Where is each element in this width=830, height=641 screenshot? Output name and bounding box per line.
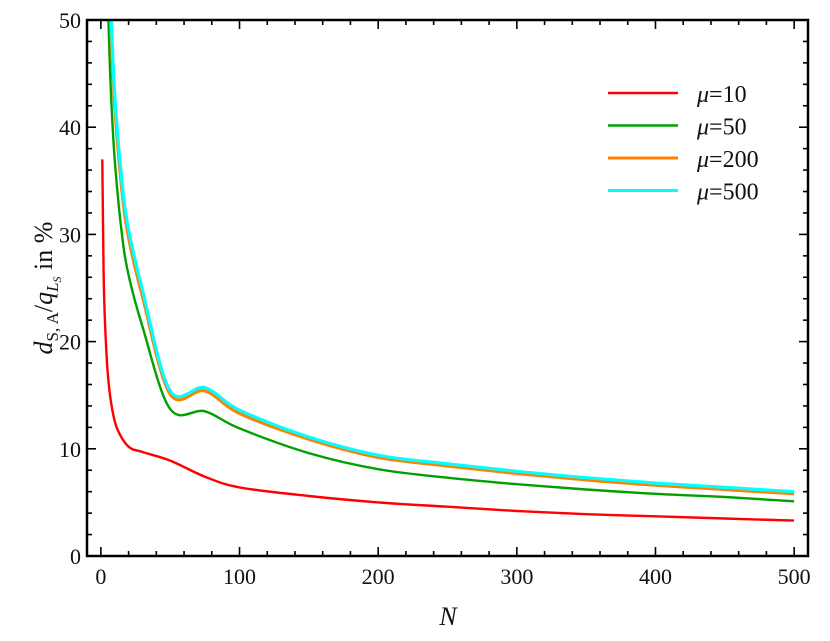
legend-item: μ=200: [608, 147, 759, 173]
legend-label: μ=500: [696, 180, 759, 206]
x-tick-label: 100: [223, 564, 256, 589]
x-tick-label: 300: [500, 564, 533, 589]
y-tick-label: 40: [59, 115, 81, 140]
axis-ticks: [87, 19, 808, 557]
y-tick-label: 10: [59, 437, 81, 462]
series-line-mu-500: [109, 20, 795, 494]
legend: μ=10 μ=50 μ=200 μ=500: [608, 82, 759, 206]
legend-item: μ=50: [608, 115, 747, 141]
legend-label: μ=200: [696, 147, 759, 173]
x-axis-title: N: [438, 602, 458, 631]
legend-item: μ=10: [608, 82, 747, 108]
x-tick-label: 400: [639, 564, 672, 589]
x-tick-label: 0: [95, 564, 106, 589]
plot-frame: [85, 18, 810, 558]
y-tick-label: 50: [59, 8, 81, 33]
x-tick-label: 200: [362, 564, 395, 589]
series-line-mu-200: [109, 20, 795, 496]
legend-label: μ=10: [696, 82, 747, 108]
y-axis-title: dS, A/qLS in %: [29, 222, 64, 355]
y-tick-label: 0: [70, 544, 81, 569]
x-tick-label: 500: [778, 564, 811, 589]
svg-text:dS, A/qLS in %: dS, A/qLS in %: [29, 222, 64, 355]
legend-label: μ=50: [696, 115, 747, 141]
series-line-mu-50: [107, 20, 795, 503]
y-tick-label: 20: [59, 330, 81, 355]
tick-labels: 0 100 200 300 400 500 0 10 20 30 40 50: [59, 8, 811, 589]
legend-item: μ=500: [608, 180, 759, 206]
y-tick-label: 30: [59, 222, 81, 247]
series-line-mu-10: [101, 159, 795, 522]
plot-curves: [101, 20, 795, 522]
